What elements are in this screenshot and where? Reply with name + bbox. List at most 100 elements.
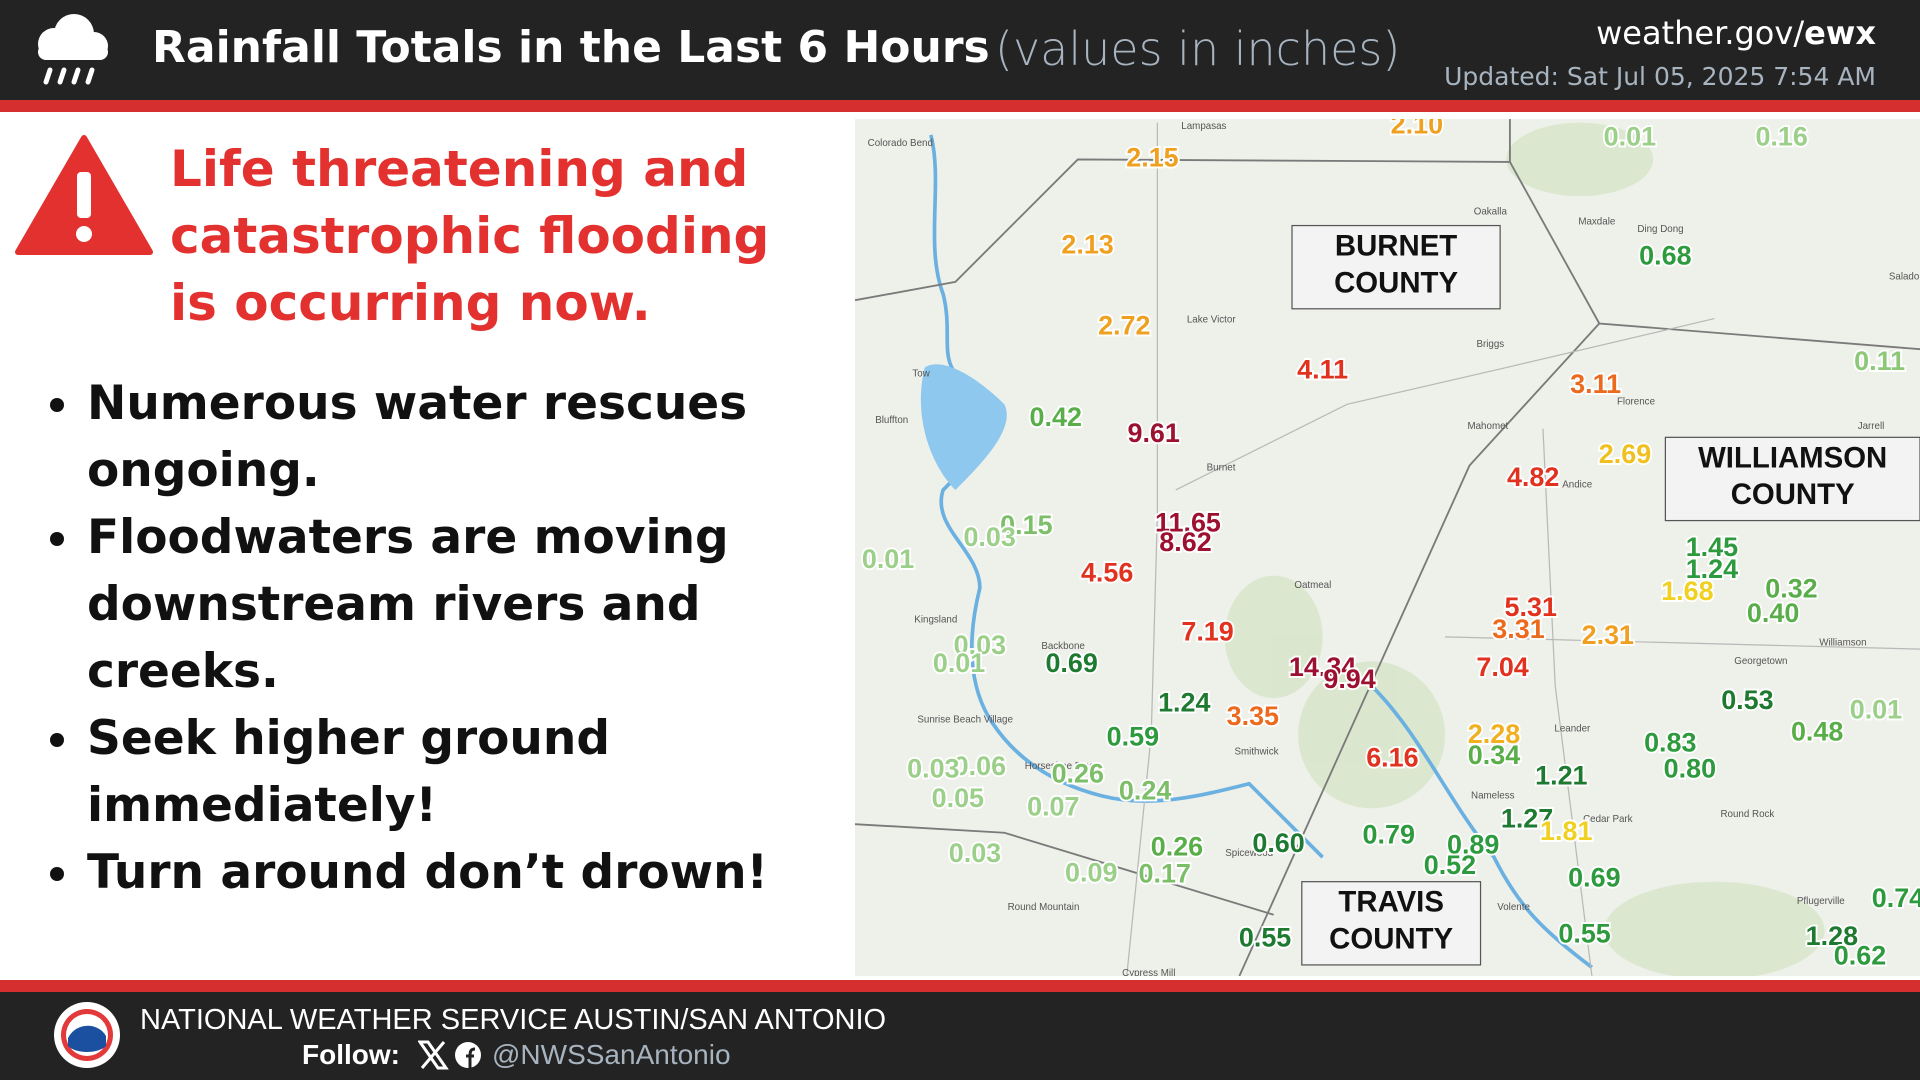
- rainfall-labels: 2.10 2.15 0.01 0.16 2.13 0.68 2.72 4.11 3.11 0.11…: [860, 119, 1920, 973]
- header-bar: [0, 0, 1920, 112]
- site-prefix: weather.gov/: [1596, 14, 1805, 52]
- place-label: Mahomet: [1467, 421, 1508, 432]
- rainfall-total: 0.03: [963, 522, 1015, 552]
- place-label: Cedar Park: [1583, 814, 1633, 825]
- rainfall-total: 14.34: [1289, 652, 1356, 682]
- rainfall-total: 4.11: [1297, 354, 1348, 384]
- place-label: Sunrise Beach Village: [917, 715, 1013, 726]
- rainfall-total: 1.45: [1686, 532, 1738, 562]
- bullet: Turn around don’t drown!: [85, 839, 805, 906]
- rainfall-total: 0.53: [1721, 685, 1773, 715]
- nws-logo: [54, 1002, 120, 1068]
- rainfall-total: 0.09: [1065, 857, 1117, 887]
- updated-time: Updated: Sat Jul 05, 2025 7:54 AM: [1444, 62, 1876, 91]
- rivers: [929, 134, 1594, 969]
- social-icons: [418, 1040, 481, 1070]
- place-label: Burnet: [1207, 463, 1236, 474]
- place-label: Horseshoe Bay: [1025, 761, 1092, 772]
- rainfall-total: 11.65: [1155, 507, 1221, 537]
- bullet: Seek higher ground immediately!: [85, 705, 805, 839]
- rainfall-total: 0.03: [949, 838, 1001, 868]
- rainfall-total: 0.69: [1045, 648, 1097, 678]
- rainfall-total: 2.10: [1391, 119, 1443, 140]
- rainfall-total: 5.31: [1505, 592, 1557, 622]
- rainfall-total: 8.62: [1159, 527, 1211, 557]
- rainfall-total: 0.03: [954, 630, 1006, 660]
- rainfall-total: 2.28: [1468, 719, 1520, 749]
- roads: [1126, 122, 1920, 976]
- rainfall-total: 1.21: [1535, 761, 1587, 791]
- place-label: Round Mountain: [1008, 902, 1080, 913]
- social-handle[interactable]: @NWSSanAntonio: [492, 1039, 731, 1070]
- rainfall-total: 9.94: [1323, 664, 1375, 694]
- place-label: Volente: [1497, 902, 1530, 913]
- rainfall-total: 3.11: [1570, 369, 1621, 399]
- lake: [920, 364, 1007, 490]
- bullet-list: Numerous water rescues ongoing.Floodwate…: [30, 370, 805, 906]
- county-label: BURNET COUNTY: [1334, 229, 1458, 299]
- county-boxes: [1291, 224, 1920, 966]
- rainfall-total: 0.26: [1052, 758, 1104, 788]
- place-label: Williamson: [1819, 638, 1866, 649]
- place-label: Oakalla: [1474, 207, 1508, 218]
- rainfall-total: 0.40: [1747, 598, 1799, 628]
- rainfall-total: 0.01: [1850, 695, 1902, 725]
- place-label: Bluffton: [875, 415, 908, 426]
- rainfall-total: 7.04: [1476, 652, 1528, 682]
- place-label: Spicewood: [1225, 848, 1273, 859]
- rainfall-total: 4.56: [1081, 558, 1133, 588]
- rainfall-total: 0.80: [1664, 753, 1716, 783]
- rainfall-total: 2.72: [1098, 310, 1150, 340]
- rainfall-total: 0.60: [1252, 828, 1304, 858]
- county-label: WILLIAMSON COUNTY: [1698, 441, 1887, 511]
- rainfall-total: 1.24: [1686, 554, 1738, 584]
- rainfall-total: 0.32: [1765, 573, 1817, 603]
- county-label: TRAVIS COUNTY: [1329, 885, 1453, 955]
- place-label: Salado: [1889, 272, 1920, 283]
- rainfall-total: 0.26: [1151, 832, 1203, 862]
- title: Rainfall Totals in the Last 6 Hours: [152, 22, 990, 73]
- website[interactable]: weather.gov/ewx: [1596, 14, 1876, 52]
- place-label: Briggs: [1476, 339, 1504, 350]
- rainfall-total: 0.34: [1468, 740, 1520, 770]
- footer-bar: [0, 980, 1920, 1080]
- rainfall-total: 0.24: [1119, 775, 1171, 805]
- rainfall-total: 2.31: [1582, 620, 1634, 650]
- rainfall-total: 0.68: [1639, 240, 1691, 270]
- warning-icon: [15, 135, 153, 255]
- rainfall-total: 4.82: [1507, 462, 1559, 492]
- place-label: Florence: [1617, 396, 1655, 407]
- rainfall-total: 1.27: [1501, 804, 1553, 834]
- rainfall-total: 2.13: [1061, 229, 1113, 259]
- place-label: Nameless: [1471, 791, 1515, 802]
- rainfall-total: 0.05: [932, 783, 984, 813]
- county-labels: BURNET COUNTY WILLIAMSON COUNTY TRAVIS COUNTY: [1329, 229, 1887, 955]
- place-label: Cypress Mill: [1122, 968, 1175, 976]
- rainfall-total: 0.89: [1447, 829, 1499, 859]
- office-name: NATIONAL WEATHER SERVICE AUSTIN/SAN ANTO…: [140, 1004, 887, 1036]
- rainfall-total: 0.48: [1791, 717, 1843, 747]
- rainfall-total: 0.16: [1755, 122, 1807, 152]
- rainfall-total: 3.31: [1492, 614, 1544, 644]
- place-label: Andice: [1562, 480, 1592, 491]
- county-lines: [855, 119, 1920, 976]
- rainfall-total: 0.11: [1854, 346, 1905, 376]
- place-label: Kingsland: [914, 614, 957, 625]
- place-label: Georgetown: [1734, 656, 1787, 667]
- rainfall-map: Lampasas Colorado Bend Oakalla Maxdale Ding …: [855, 119, 1920, 976]
- rainfall-total: 1.28: [1806, 921, 1858, 951]
- place-label: Ding Dong: [1637, 224, 1683, 235]
- place-label: Maxdale: [1578, 216, 1615, 227]
- rainfall-total: 3.35: [1227, 701, 1279, 731]
- rainfall-total: 1.68: [1661, 576, 1713, 606]
- rainfall-total: 0.07: [1027, 791, 1079, 821]
- rainfall-total: 0.59: [1107, 722, 1159, 752]
- place-label: Tow: [912, 368, 930, 379]
- rainfall-total: 0.17: [1139, 859, 1191, 889]
- rainfall-total: 0.79: [1363, 820, 1415, 850]
- place-label: Jarrell: [1858, 421, 1885, 432]
- rainfall-total: 0.55: [1558, 919, 1610, 949]
- place-label: Pflugerville: [1797, 896, 1845, 907]
- rainfall-total: 1.24: [1158, 687, 1210, 717]
